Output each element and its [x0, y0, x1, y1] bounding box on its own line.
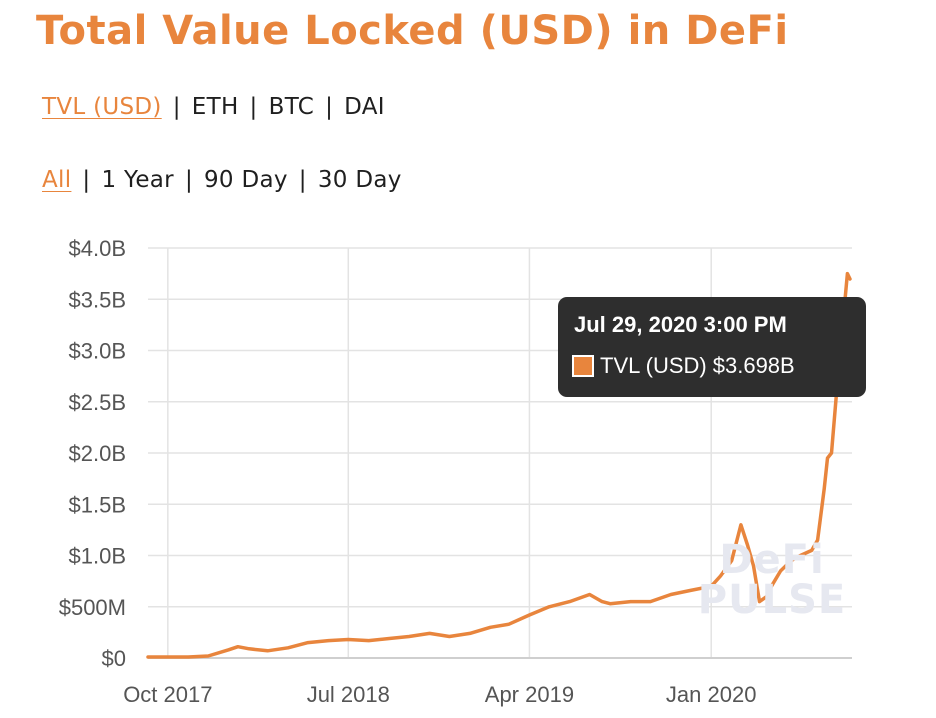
data-point — [227, 649, 230, 651]
y-tick-label: $2.0B — [69, 441, 127, 466]
chart-title: Total Value Locked (USD) in DeFi — [36, 8, 789, 54]
tvl-series-line — [146, 271, 852, 659]
separator: | — [249, 94, 258, 120]
separator: | — [82, 167, 91, 193]
data-point — [609, 602, 611, 605]
currency-selector: TVL (USD) | ETH | BTC | DAI — [42, 94, 385, 120]
data-point — [508, 623, 510, 625]
y-tick-label: $4.0B — [69, 236, 127, 261]
currency-option-tvl-usd[interactable]: TVL (USD) — [42, 94, 162, 120]
separator: | — [298, 167, 307, 193]
data-point — [489, 626, 492, 629]
data-point — [740, 524, 742, 526]
data-point — [649, 600, 652, 603]
data-point — [147, 656, 149, 658]
y-tick-label: $1.5B — [69, 492, 127, 517]
grid-lines — [148, 247, 852, 659]
range-option-90-day[interactable]: 90 Day — [204, 167, 288, 193]
axis-labels: $0 $500M $1.0B $1.5B $2.0B $2.5B $3.0B $3.5B $4.… — [59, 236, 757, 707]
y-tick-label: $3.0B — [69, 339, 127, 364]
data-point — [670, 593, 672, 596]
x-tick-label: Jan 2020 — [666, 682, 757, 707]
range-option-30-day[interactable]: 30 Day — [317, 167, 402, 193]
data-point — [327, 639, 330, 642]
data-point — [846, 272, 849, 275]
tooltip-value: $3.698B — [712, 353, 795, 378]
tooltip-date: Jul 29, 2020 3:00 PM — [574, 312, 787, 337]
data-point — [167, 656, 169, 658]
x-tick-label: Oct 2017 — [123, 682, 212, 707]
data-point — [790, 559, 792, 562]
data-point — [746, 544, 749, 547]
data-point — [830, 452, 833, 454]
data-point — [588, 593, 591, 596]
data-point — [388, 637, 391, 640]
y-tick-label: $3.5B — [69, 287, 127, 312]
data-point — [849, 278, 851, 280]
data-point — [237, 645, 239, 648]
range-option-1-year[interactable]: 1 Year — [101, 167, 174, 193]
data-point — [752, 565, 755, 567]
data-point — [770, 585, 773, 588]
data-point — [307, 641, 309, 644]
range-option-all[interactable]: All — [42, 167, 72, 193]
data-point — [207, 655, 209, 657]
data-point — [629, 600, 632, 603]
data-point — [730, 559, 733, 562]
watermark-line-2: PULSE — [697, 577, 847, 623]
chart-tooltip: Jul 29, 2020 3:00 PM TVL (USD) $3.698B — [558, 297, 866, 397]
range-selector: All | 1 Year | 90 Day | 30 Day — [42, 167, 402, 193]
data-point — [601, 600, 603, 603]
data-point — [469, 632, 471, 635]
currency-option-eth[interactable]: ETH — [191, 94, 239, 120]
x-tick-label: Jul 2018 — [307, 682, 390, 707]
data-point — [799, 554, 802, 557]
data-point — [347, 638, 350, 641]
data-point — [408, 635, 410, 638]
data-point — [823, 488, 825, 490]
currency-option-btc[interactable]: BTC — [268, 94, 315, 120]
y-tick-label: $0 — [102, 646, 126, 671]
data-point — [568, 600, 571, 603]
data-point — [248, 648, 250, 650]
y-tick-label: $1.0B — [69, 544, 127, 569]
x-tick-label: Apr 2019 — [485, 682, 574, 707]
data-point — [548, 606, 550, 608]
data-point — [719, 575, 722, 577]
data-point — [826, 457, 829, 459]
separator: | — [184, 167, 193, 193]
data-point — [758, 600, 761, 603]
data-point — [810, 549, 813, 552]
data-point — [368, 639, 370, 642]
tooltip-value-row: TVL (USD) $3.698B — [572, 353, 795, 379]
y-tick-label: $2.5B — [69, 390, 127, 415]
watermark-line-1: DeFi — [719, 537, 825, 583]
data-point — [816, 539, 819, 541]
data-point — [689, 589, 692, 592]
data-point — [779, 570, 782, 572]
data-point — [710, 585, 712, 588]
data-point — [448, 635, 451, 638]
data-point — [287, 647, 289, 649]
series-color-swatch — [572, 355, 594, 377]
defi-pulse-watermark: DeFi PULSE — [692, 540, 852, 620]
data-point — [187, 656, 190, 658]
separator: | — [325, 94, 334, 120]
separator: | — [172, 94, 181, 120]
data-point — [765, 595, 768, 598]
data-point — [528, 614, 531, 616]
data-point — [266, 650, 269, 652]
data-point — [428, 632, 431, 635]
y-tick-label: $500M — [59, 595, 126, 620]
tooltip-series-label: TVL (USD) — [600, 353, 707, 378]
currency-option-dai[interactable]: DAI — [344, 94, 385, 120]
